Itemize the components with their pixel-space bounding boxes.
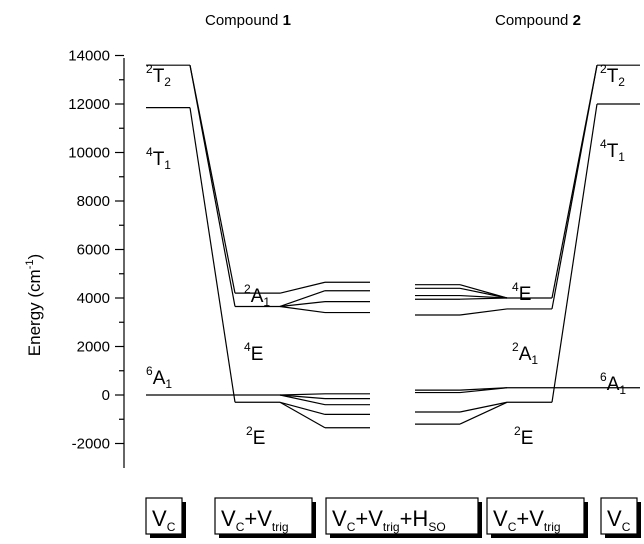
corr-c2-2A1-2T2 — [552, 65, 597, 309]
label-c2-4T1: 4T1 — [600, 137, 625, 164]
corr-c1-2T2-4E — [190, 65, 235, 306]
corr-c1-so — [280, 402, 325, 414]
corr-c2-so — [460, 309, 507, 315]
corr-c1-so — [280, 282, 325, 293]
corr-c2-2E-4T1 — [552, 104, 597, 402]
y-tick-label: 8000 — [77, 193, 110, 210]
title-compound-1: Compound 1 — [205, 12, 291, 29]
y-tick-label: -2000 — [72, 436, 110, 453]
energy-levels — [146, 65, 640, 428]
y-axis-ticks: 14000 12000 10000 8000 6000 4000 2000 0 -2000 — [68, 48, 124, 453]
label-c1-4E: 4E — [244, 340, 263, 365]
label-c1-2T2: 2T2 — [146, 62, 171, 89]
label-c1-4T1: 4T1 — [146, 145, 171, 172]
label-c1-6A1: 6A1 — [146, 364, 172, 391]
label-c2-2A1: 2A1 — [512, 340, 538, 367]
y-tick-label: 6000 — [77, 242, 110, 259]
y-tick-label: 10000 — [68, 145, 110, 162]
box-vc-2: VC — [601, 498, 641, 538]
y-tick-label: 12000 — [68, 96, 110, 113]
box-vc-1: VC — [146, 498, 186, 538]
box-vc-vtrig-hso: VC+Vtrig+HSO — [326, 498, 482, 538]
corr-c1-so — [280, 306, 325, 312]
corr-c1-4T1-2E — [190, 108, 235, 403]
y-tick-label: 0 — [102, 387, 110, 404]
box-vc-vtrig-1: VC+Vtrig — [215, 498, 316, 538]
box-vc-vtrig-2: VC+Vtrig — [487, 498, 588, 538]
label-c2-4E: 4E — [512, 280, 531, 305]
title-compound-2: Compound 2 — [495, 12, 581, 29]
y-axis-label: Energy (cm-1) — [24, 254, 44, 356]
y-tick-label: 4000 — [77, 290, 110, 307]
label-c2-2E: 2E — [514, 424, 533, 449]
corr-c2-so — [460, 402, 507, 412]
corr-c1-so — [280, 402, 325, 427]
label-c1-2A1: 2A1 — [244, 282, 270, 309]
corr-c2-so — [460, 298, 507, 299]
corr-c2-so — [460, 402, 507, 424]
y-tick-label: 14000 — [68, 48, 110, 65]
label-c2-2T2: 2T2 — [600, 62, 625, 89]
corr-c1-so — [280, 394, 325, 395]
y-tick-label: 2000 — [77, 339, 110, 356]
label-c1-2E: 2E — [246, 424, 265, 449]
label-c2-6A1: 6A1 — [600, 370, 626, 397]
